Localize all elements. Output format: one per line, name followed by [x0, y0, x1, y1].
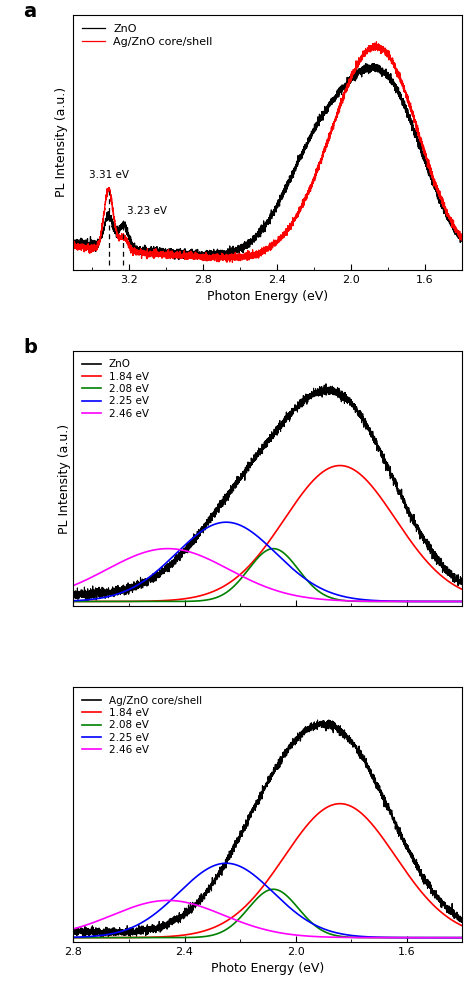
Ag/ZnO core/shell [237, 250, 242, 262]
Line: Ag/ZnO core/shell: Ag/ZnO core/shell [70, 42, 466, 262]
ZnO [431, 180, 437, 192]
ZnO [372, 58, 377, 70]
Ag/ZnO core/shell [233, 252, 239, 264]
ZnO [201, 254, 207, 266]
ZnO [355, 68, 360, 80]
Y-axis label: PL Intensity (a.u.): PL Intensity (a.u.) [58, 423, 71, 534]
Text: a: a [23, 2, 36, 21]
ZnO [67, 235, 73, 247]
Y-axis label: PL Intensity (a.u.): PL Intensity (a.u.) [55, 87, 68, 197]
ZnO [237, 241, 242, 253]
ZnO [233, 245, 239, 257]
ZnO [255, 229, 261, 241]
Ag/ZnO core/shell [451, 221, 457, 233]
ZnO [451, 225, 457, 237]
Ag/ZnO core/shell [463, 234, 469, 246]
Text: 3.23 eV: 3.23 eV [127, 206, 167, 216]
Ag/ZnO core/shell [374, 36, 379, 48]
Ag/ZnO core/shell [355, 60, 360, 72]
Ag/ZnO core/shell [67, 241, 73, 253]
ZnO [463, 237, 469, 249]
Ag/ZnO core/shell [229, 256, 235, 268]
X-axis label: Photon Energy (eV): Photon Energy (eV) [207, 290, 328, 303]
Ag/ZnO core/shell [255, 252, 261, 264]
Text: b: b [23, 338, 37, 357]
X-axis label: Photo Energy (eV): Photo Energy (eV) [211, 962, 324, 975]
Legend: ZnO, 1.84 eV, 2.08 eV, 2.25 eV, 2.46 eV: ZnO, 1.84 eV, 2.08 eV, 2.25 eV, 2.46 eV [79, 356, 152, 422]
Line: ZnO: ZnO [70, 64, 466, 260]
Text: 3.31 eV: 3.31 eV [89, 170, 128, 180]
Legend: Ag/ZnO core/shell, 1.84 eV, 2.08 eV, 2.25 eV, 2.46 eV: Ag/ZnO core/shell, 1.84 eV, 2.08 eV, 2.2… [79, 693, 205, 758]
Ag/ZnO core/shell [431, 176, 437, 188]
Legend: ZnO, Ag/ZnO core/shell: ZnO, Ag/ZnO core/shell [79, 21, 216, 51]
